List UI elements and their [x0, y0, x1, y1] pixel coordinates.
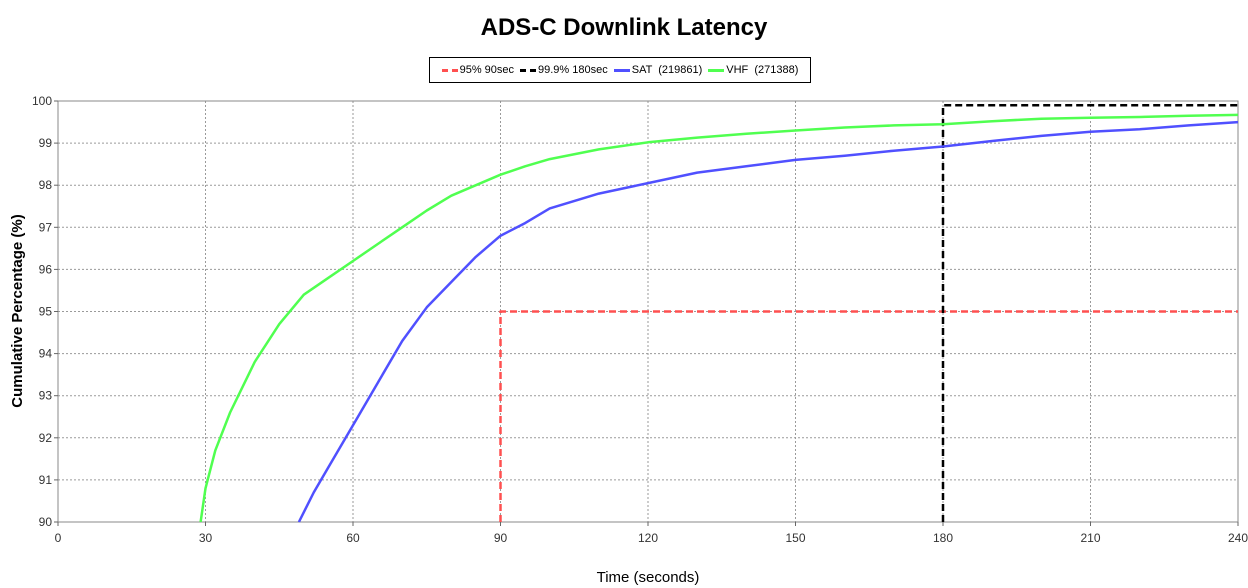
x-tick-label: 240: [1228, 531, 1248, 545]
y-tick-label: 91: [39, 473, 53, 487]
legend-label: 99.9% 180sec: [538, 64, 608, 76]
series-line-1: [499, 310, 1238, 522]
legend-swatch: [708, 68, 725, 72]
series-line-3: [297, 120, 1239, 523]
chart-legend: 95% 90sec 99.9% 180sec SAT (219861) VHF (27…: [429, 57, 811, 83]
x-tick-label: 90: [494, 531, 508, 545]
x-tick-label: 180: [933, 531, 953, 545]
legend-swatch: [613, 68, 630, 72]
x-tick-label: 0: [55, 531, 62, 545]
legend-item: VHF (271388): [708, 64, 798, 76]
tick-labels: 0 30 60 90 120 150 180 210 240 90 91 92 93 94 95 96 97 98…: [32, 94, 1248, 545]
y-axis-label: Cumulative Percentage (%): [9, 214, 26, 407]
y-tick-label: 100: [32, 94, 52, 108]
y-tick-label: 93: [39, 389, 53, 403]
y-tick-label: 97: [39, 220, 53, 234]
legend-label: 95% 90sec: [459, 64, 515, 76]
legend-label: VHF (271388): [726, 64, 799, 76]
x-tick-label: 210: [1080, 531, 1100, 545]
y-tick-label: 99: [39, 136, 53, 150]
x-tick-label: 120: [638, 531, 658, 545]
x-tick-label: 30: [199, 531, 213, 545]
chart-title: ADS-C Downlink Latency: [480, 14, 768, 41]
x-axis-label: Time (seconds): [597, 569, 700, 586]
legend-swatch: [441, 68, 458, 72]
series-line-4: [199, 113, 1239, 523]
x-tick-label: 60: [346, 531, 360, 545]
x-tick-label: 150: [785, 531, 805, 545]
legend-item: SAT (219861): [613, 64, 703, 76]
y-tick-label: 94: [39, 347, 53, 361]
series-layer: [199, 103, 1239, 523]
legend-label: SAT (219861): [631, 64, 703, 76]
y-tick-label: 96: [39, 262, 53, 276]
y-tick-label: 98: [39, 178, 53, 192]
legend-item: 95% 90sec: [441, 64, 515, 76]
y-tick-label: 92: [39, 431, 53, 445]
y-tick-label: 90: [39, 515, 53, 529]
y-tick-label: 95: [39, 305, 53, 319]
legend-swatch: [520, 68, 537, 72]
legend-item: 99.9% 180sec: [520, 64, 608, 76]
series-line-2: [941, 103, 1238, 522]
